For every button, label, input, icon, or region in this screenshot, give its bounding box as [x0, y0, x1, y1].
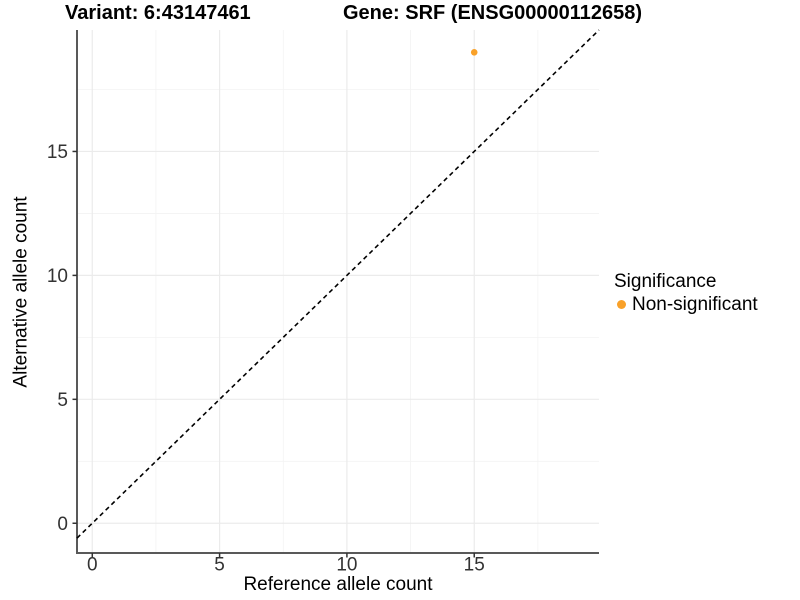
x-tick-label: 15	[464, 554, 485, 575]
identity-line	[76, 29, 600, 539]
y-tick-label: 15	[47, 142, 68, 163]
legend-item-label: Non-significant	[632, 294, 758, 315]
variant-title: Variant: 6:43147461	[65, 2, 251, 24]
y-tick-label: 5	[57, 390, 68, 411]
x-axis-title: Reference allele count	[243, 574, 433, 595]
y-tick-label: 0	[57, 514, 68, 535]
x-tick-label: 10	[336, 554, 357, 575]
y-axis-title: Alternative allele count	[10, 196, 32, 388]
x-tick-label: 5	[214, 554, 225, 575]
legend: Significance Non-significant	[614, 271, 758, 315]
legend-point-icon	[617, 300, 626, 309]
y-tick-label: 10	[47, 266, 68, 287]
legend-item: Non-significant	[614, 294, 758, 315]
legend-title: Significance	[614, 271, 717, 292]
x-tick-label: 0	[87, 554, 98, 575]
gene-title: Gene: SRF (ENSG00000112658)	[343, 2, 643, 24]
data-point	[470, 49, 478, 56]
